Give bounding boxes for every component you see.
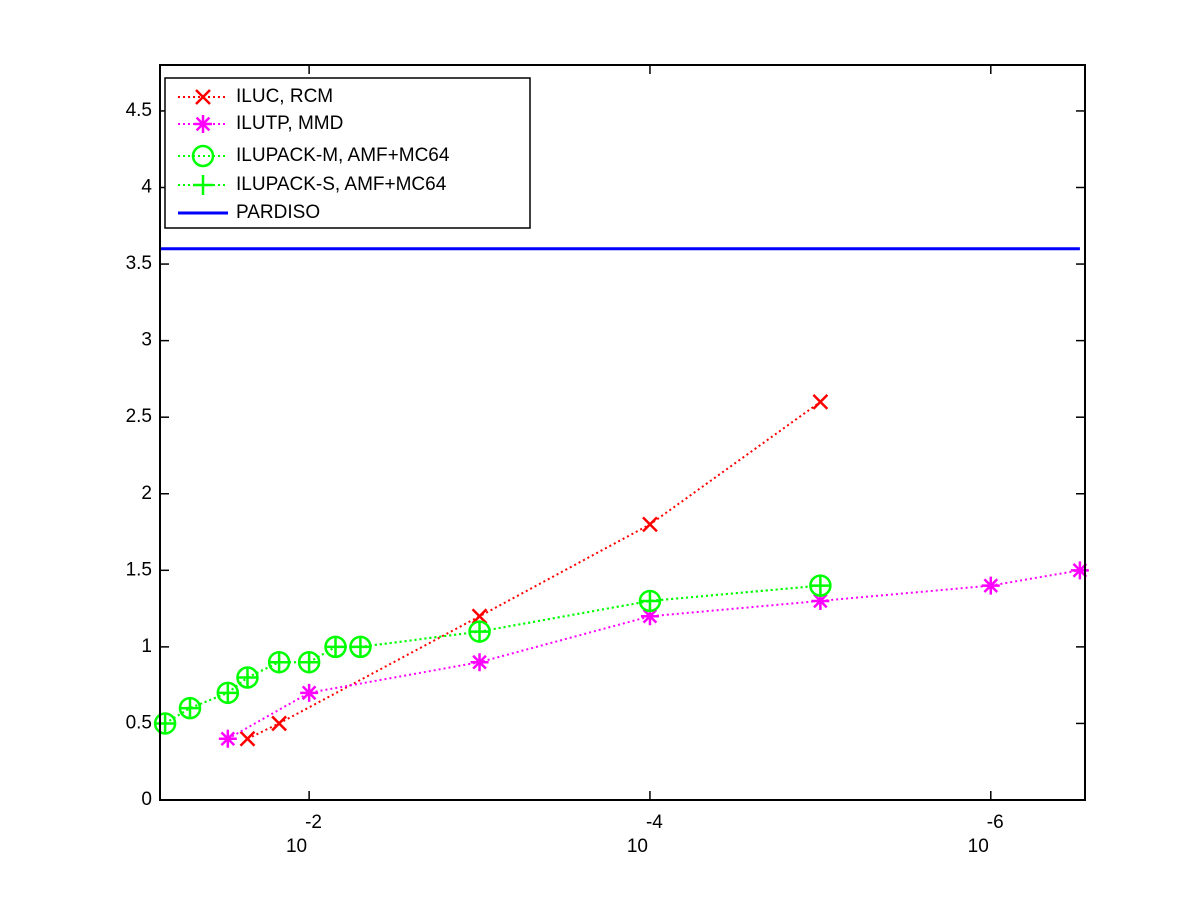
marker <box>237 667 258 688</box>
legend-box <box>164 77 531 229</box>
marker <box>193 175 213 195</box>
marker <box>811 591 830 610</box>
marker <box>300 683 319 702</box>
marker <box>810 575 831 596</box>
legend-label: ILUPACK-S, AMF+MC64 <box>236 174 447 195</box>
marker <box>981 576 1000 595</box>
x-tick-exponent: -2 <box>305 812 322 833</box>
legend-label: PARDISO <box>236 202 320 223</box>
x-tick-label: 10 <box>968 836 989 857</box>
y-tick-label: 3 <box>141 330 152 351</box>
y-tick-label: 1 <box>141 636 152 657</box>
marker <box>217 682 238 703</box>
marker <box>325 636 346 657</box>
marker <box>639 590 660 611</box>
series-line <box>247 401 821 740</box>
legend-label: ILUC, RCM <box>236 86 333 107</box>
marker <box>155 713 176 734</box>
y-tick-label: 1.5 <box>126 559 152 580</box>
marker <box>218 729 237 748</box>
marker <box>350 636 371 657</box>
y-tick-label: 0.5 <box>126 712 152 733</box>
marker <box>271 715 287 732</box>
marker <box>195 89 211 105</box>
x-tick-label: 10 <box>627 836 648 857</box>
marker <box>640 607 659 626</box>
marker <box>299 652 320 673</box>
y-tick-label: 2.5 <box>126 406 152 427</box>
marker <box>239 730 256 747</box>
marker <box>471 608 488 625</box>
marker <box>469 621 490 642</box>
marker <box>194 115 212 133</box>
y-tick-label: 3.5 <box>126 253 152 274</box>
y-tick-label: 2 <box>141 483 152 504</box>
marker <box>642 516 658 533</box>
marker <box>191 144 215 168</box>
x-tick-label: 10 <box>286 836 307 857</box>
marker <box>812 393 829 410</box>
legend-label: ILUTP, MMD <box>236 113 343 134</box>
x-tick-exponent: -6 <box>987 812 1004 833</box>
marker <box>470 653 489 672</box>
axes-box <box>159 64 1086 801</box>
y-tick-label: 4 <box>141 177 152 198</box>
y-tick-label: 4.5 <box>126 100 152 121</box>
y-tick-label: 0 <box>141 789 152 810</box>
legend-label: ILUPACK-M, AMF+MC64 <box>236 145 450 166</box>
marker <box>180 698 201 719</box>
marker <box>1070 561 1089 580</box>
x-tick-exponent: -4 <box>646 812 663 833</box>
marker <box>269 652 290 673</box>
